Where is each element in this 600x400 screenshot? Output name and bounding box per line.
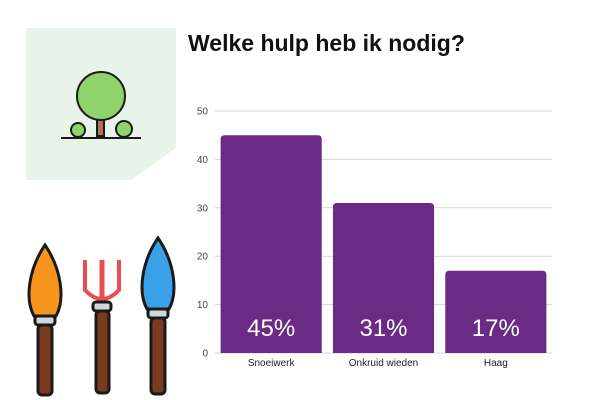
bar xyxy=(220,135,322,353)
y-axis-ticks: 0 10 20 30 40 50 xyxy=(197,107,209,360)
x-axis-categories: Snoeiwerk Onkruid wieden Haag xyxy=(248,358,508,369)
y-tick-label: 50 xyxy=(197,107,209,118)
bar xyxy=(332,202,435,353)
bar xyxy=(445,270,547,353)
x-category-label: Haag xyxy=(484,358,508,369)
y-tick-label: 40 xyxy=(197,155,209,166)
y-tick-label: 10 xyxy=(197,300,209,311)
bar-value-label: 17% xyxy=(472,315,520,342)
y-tick-label: 0 xyxy=(202,349,208,360)
garden-tools-illustration xyxy=(27,235,176,397)
y-tick-label: 30 xyxy=(197,203,209,214)
y-tick-label: 20 xyxy=(197,252,209,263)
garden-fork-icon xyxy=(83,260,121,395)
x-category-label: Snoeiwerk xyxy=(248,358,296,369)
tree-card xyxy=(26,28,176,180)
trowel-icon xyxy=(140,235,176,396)
chart-title: Welke hulp heb ik nodig? xyxy=(188,30,465,56)
x-category-label: Onkruid wieden xyxy=(349,358,418,369)
bar-value-label: 45% xyxy=(247,315,295,342)
trowel-icon xyxy=(27,242,63,397)
tree-icon xyxy=(61,71,141,139)
bar-value-label: 31% xyxy=(359,315,407,342)
bars: 45% 31% 17% xyxy=(220,135,547,353)
